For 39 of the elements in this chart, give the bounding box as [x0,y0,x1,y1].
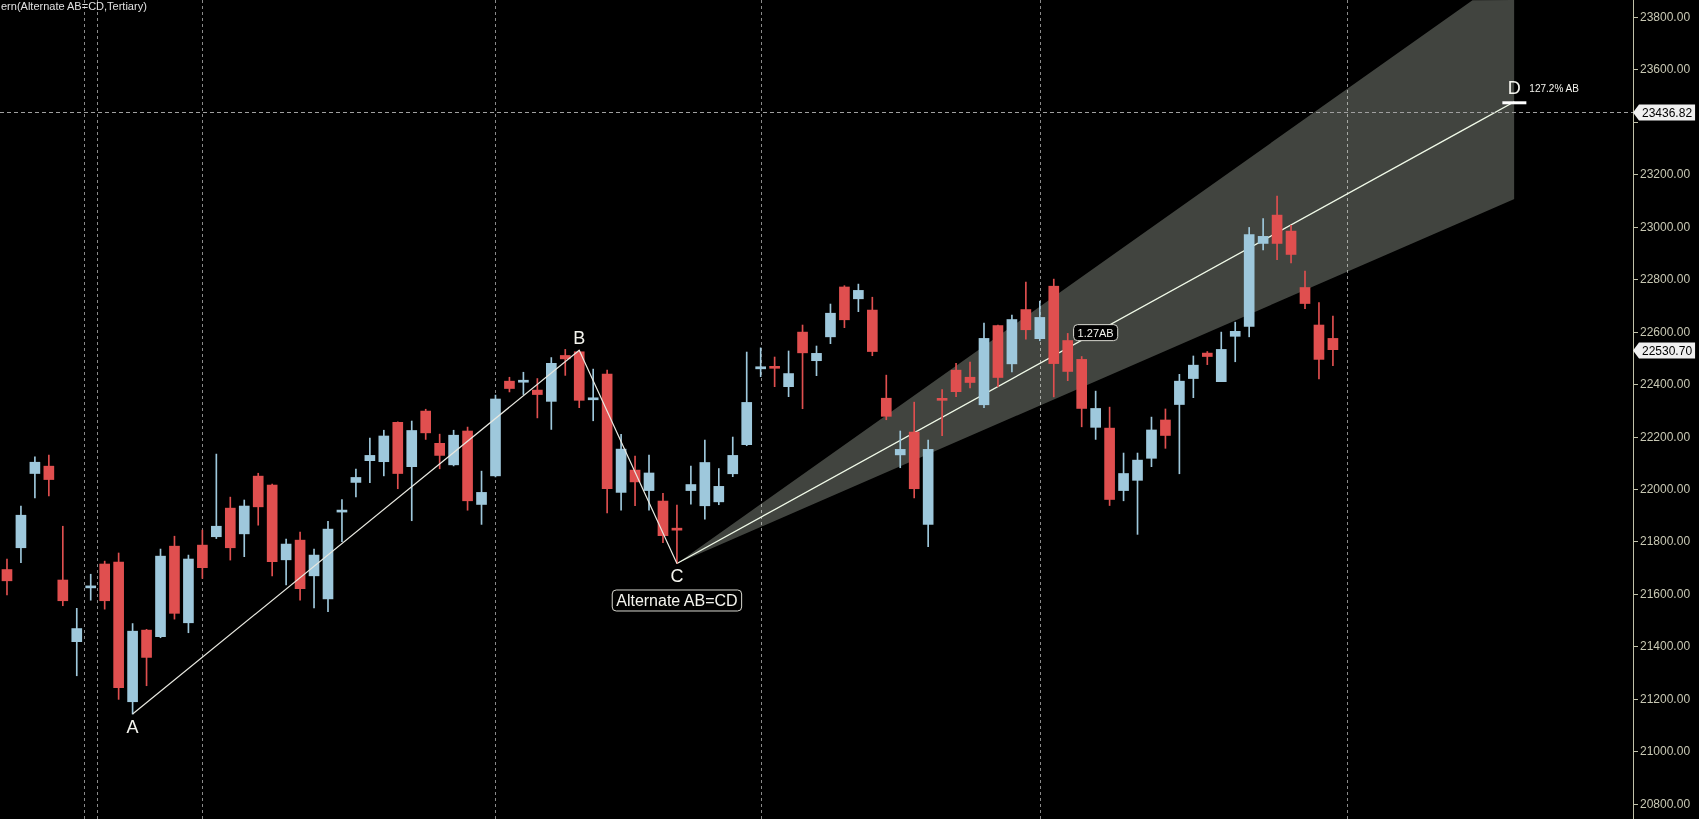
y-tick-label: 22600.00 [1640,324,1691,339]
candlestick [559,349,571,376]
annotation: C [670,566,684,587]
candlestick [1257,218,1269,251]
candlestick [671,504,683,564]
annotation: Alternate AB=CD [616,591,738,609]
candlestick [364,437,376,484]
y-tick-label: 21600.00 [1640,586,1691,601]
y-tick-label: 22800.00 [1640,271,1691,286]
chart-title: ern(Alternate AB=CD,Tertiary) [1,0,147,12]
candlestick [936,389,948,437]
y-tick-label: 23600.00 [1640,61,1691,76]
y-tick-label: 23200.00 [1640,166,1691,181]
annotation: 127.2% AB [1529,83,1580,95]
annotation: B [573,328,586,349]
y-tick-label: 22400.00 [1640,376,1691,391]
y-tick-label: 22200.00 [1640,429,1691,444]
annotation: D [1507,77,1521,98]
y-tick-label: 21000.00 [1640,743,1691,758]
candlestick [1229,321,1241,363]
annotation: A [126,717,139,738]
y-tick-label: 22000.00 [1640,481,1691,496]
ref-line-label: 23436.82 [1642,105,1693,120]
candlestick [685,465,697,505]
candlestick [71,608,83,677]
candlestick [964,361,976,389]
y-tick-label: 23000.00 [1640,219,1691,234]
y-tick-label: 21400.00 [1640,638,1691,653]
annotation: 1.27AB [1077,326,1114,339]
y-tick-label: 23800.00 [1640,9,1691,24]
text: 22530.70 [1642,343,1693,358]
candlestick [587,368,599,422]
y-tick-label: 21200.00 [1640,691,1691,706]
y-tick-label: 20800.00 [1640,796,1691,811]
candlestick [350,468,362,498]
candlestick [755,347,766,378]
candlestick [894,430,906,469]
candlestick [1327,315,1339,367]
y-tick-label: 21800.00 [1640,533,1691,548]
